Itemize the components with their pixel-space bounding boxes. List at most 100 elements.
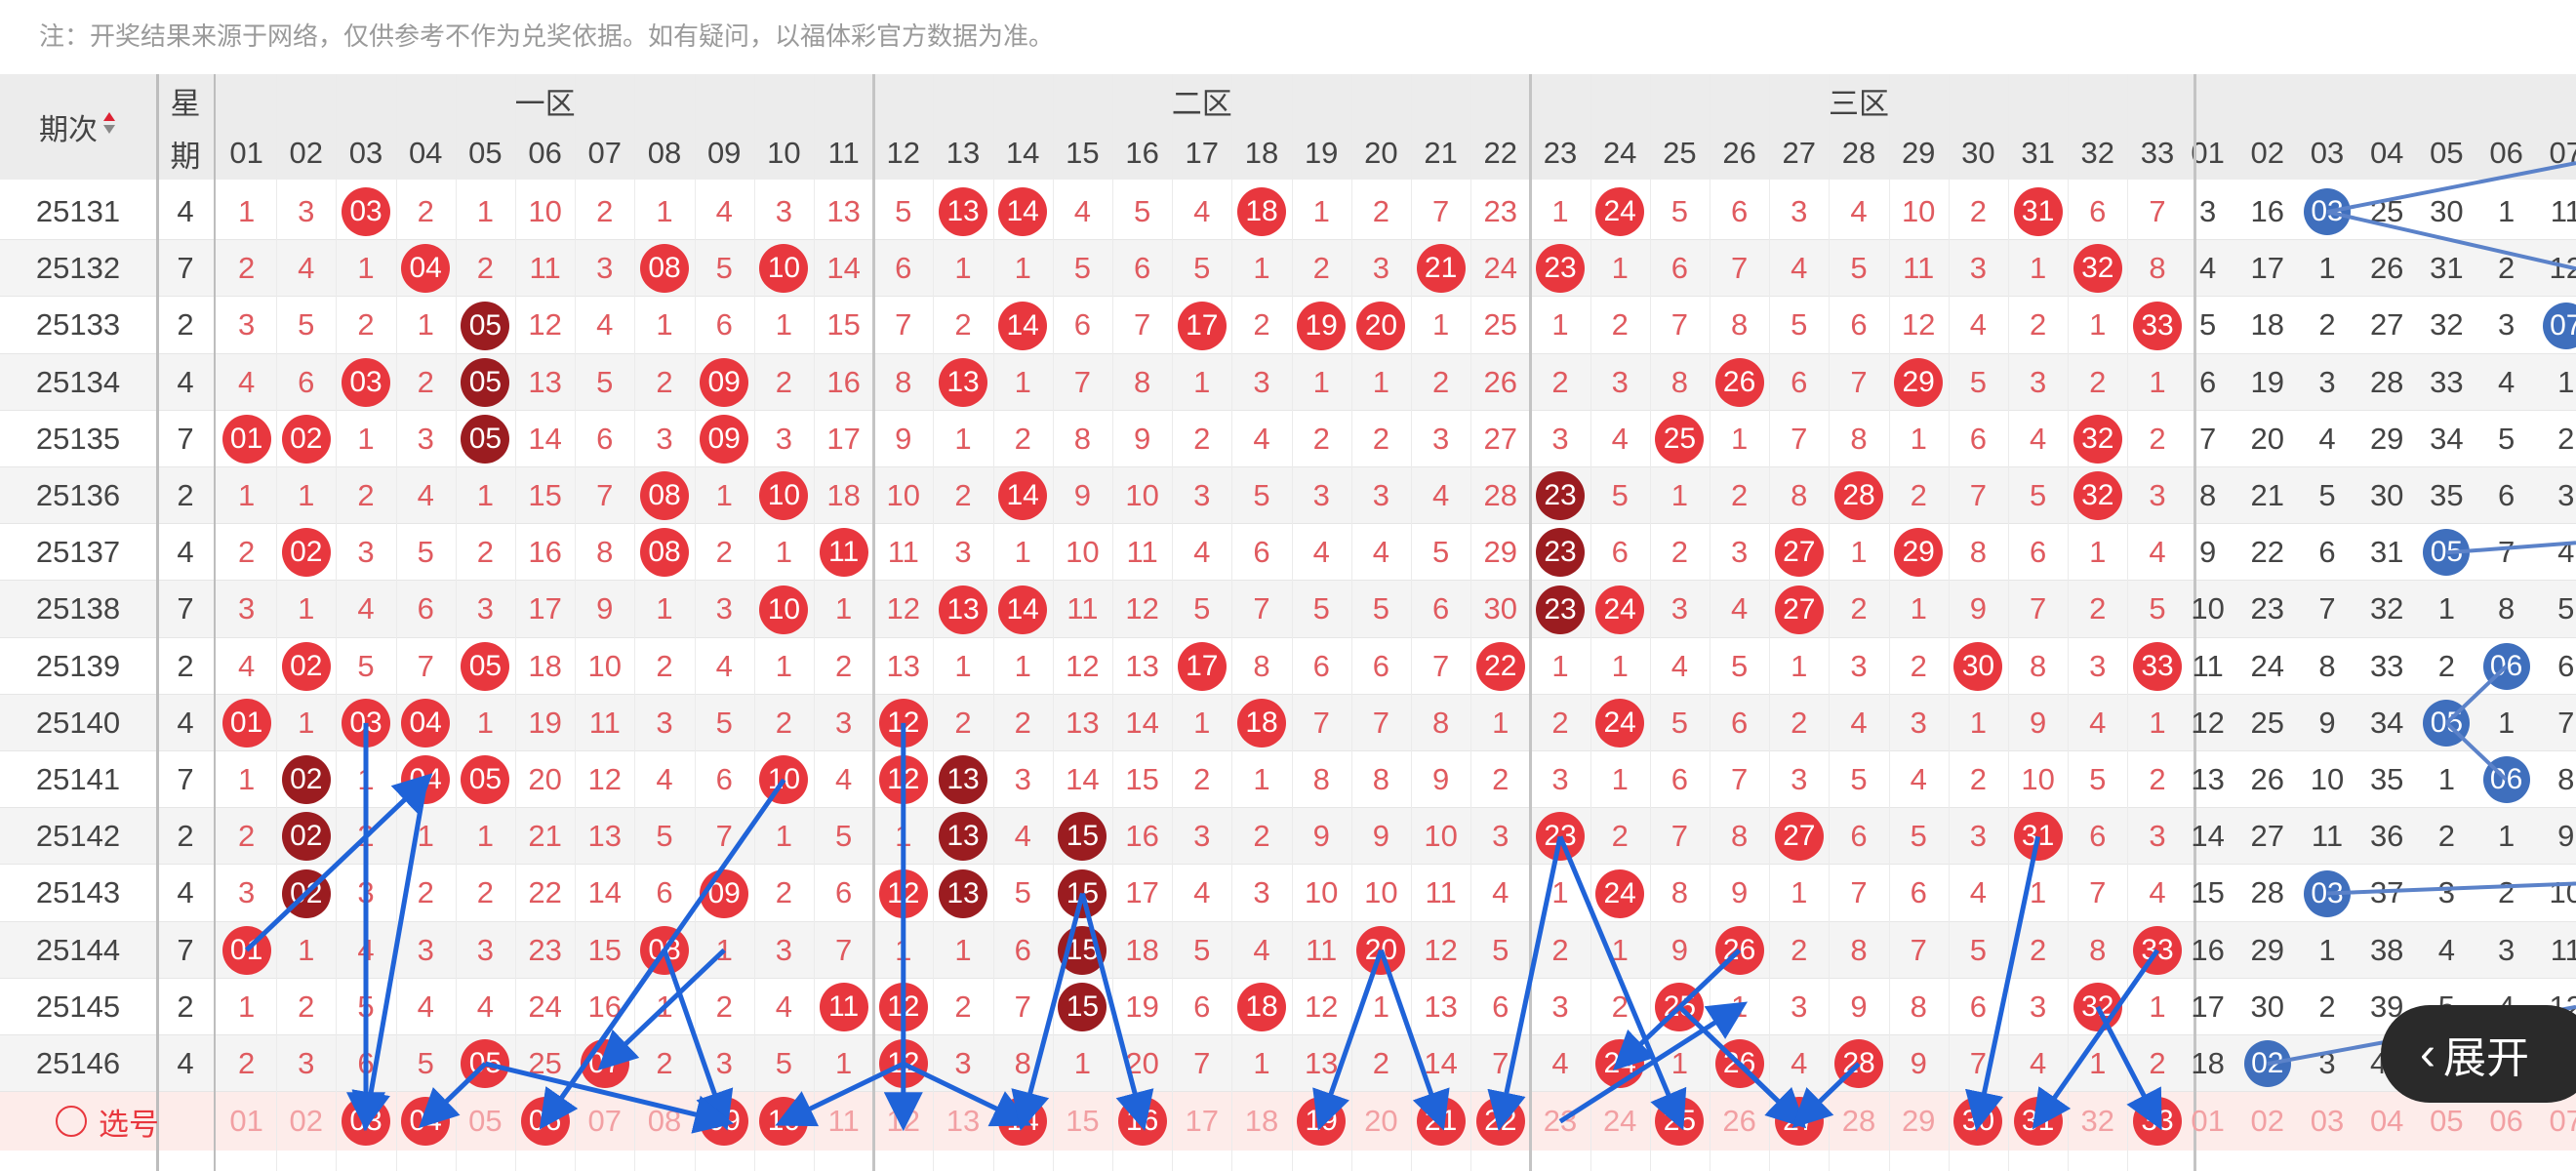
weekday-cell: 2	[177, 307, 194, 343]
red-miss-cell: 6	[1253, 535, 1270, 570]
red-miss-cell: 1	[715, 932, 733, 967]
red-miss-cell: 2	[476, 251, 495, 286]
red-miss-cell: 4	[1372, 535, 1390, 570]
select-ball-chosen[interactable]: 33	[2133, 1097, 2182, 1147]
blue-ball: 07	[2542, 302, 2576, 349]
select-ball-chosen[interactable]: 06	[520, 1097, 570, 1147]
red-miss-cell: 13	[826, 194, 861, 229]
red-col-header: 03	[348, 136, 383, 170]
red-miss-cell: 1	[2089, 1046, 2107, 1081]
red-miss-cell: 5	[1611, 478, 1629, 513]
red-miss-cell: 1	[476, 478, 495, 513]
select-ball[interactable]: 18	[1244, 1104, 1279, 1139]
blue-miss-cell: 32	[2430, 307, 2464, 343]
red-miss-cell: 7	[1431, 194, 1450, 229]
red-ball: 26	[1714, 925, 1764, 975]
red-col-header: 14	[1005, 136, 1040, 170]
select-ball[interactable]: 07	[587, 1104, 623, 1139]
red-miss-cell: 5	[715, 705, 733, 740]
red-miss-cell: 3	[1372, 251, 1390, 286]
red-ball: 22	[1475, 641, 1525, 691]
select-label[interactable]: 选号	[0, 1092, 215, 1151]
select-blue-ball[interactable]: 03	[2310, 1104, 2345, 1139]
select-ball[interactable]: 01	[229, 1104, 263, 1139]
select-blue-ball[interactable]: 02	[2250, 1104, 2285, 1139]
red-col-header: 28	[1841, 136, 1876, 170]
select-ball[interactable]: 17	[1185, 1104, 1220, 1139]
select-blue-ball[interactable]: 01	[2191, 1104, 2225, 1139]
select-ball[interactable]: 32	[2080, 1104, 2115, 1139]
blue-miss-cell: 26	[2250, 762, 2285, 797]
select-ball[interactable]: 28	[1841, 1104, 1876, 1139]
select-ball-chosen[interactable]: 22	[1475, 1097, 1525, 1147]
red-ball: 24	[1595, 868, 1645, 918]
select-ball[interactable]: 05	[468, 1104, 503, 1139]
select-blue-ball[interactable]: 04	[2369, 1104, 2404, 1139]
select-ball[interactable]: 12	[886, 1104, 921, 1139]
select-blue-ball[interactable]: 06	[2489, 1104, 2523, 1139]
red-miss-cell: 2	[1193, 421, 1211, 456]
select-ball-chosen[interactable]: 27	[1774, 1097, 1824, 1147]
select-ball-chosen[interactable]: 31	[2013, 1097, 2063, 1147]
red-miss-cell: 15	[587, 932, 623, 967]
red-ball: 24	[1595, 585, 1645, 634]
select-ball[interactable]: 11	[827, 1104, 860, 1139]
red-miss-cell: 7	[1670, 307, 1689, 343]
red-ball: 13	[939, 357, 987, 407]
expand-button[interactable]: ‹ 展开	[2381, 1005, 2576, 1103]
red-miss-cell: 20	[528, 762, 562, 797]
red-miss-cell: 5	[417, 1046, 434, 1081]
blue-miss-cell: 4	[2497, 364, 2516, 399]
select-ball[interactable]: 23	[1543, 1104, 1578, 1139]
select-ball[interactable]: 15	[1066, 1104, 1100, 1139]
weekday-cell: 7	[177, 932, 194, 967]
select-ball-chosen[interactable]: 16	[1117, 1097, 1167, 1147]
row-bg	[0, 865, 2576, 922]
red-miss-cell: 1	[775, 648, 793, 683]
select-ball[interactable]: 20	[1364, 1104, 1398, 1139]
red-miss-cell: 1	[2149, 364, 2166, 399]
red-miss-cell: 1	[1372, 989, 1390, 1024]
red-miss-cell: 24	[1483, 251, 1518, 286]
blue-col-header: 02	[2250, 136, 2285, 170]
select-ball[interactable]: 29	[1901, 1104, 1936, 1139]
blue-miss-cell: 33	[2430, 364, 2464, 399]
red-miss-cell: 9	[895, 421, 912, 456]
red-ball: 13	[939, 187, 987, 237]
red-ball: 08	[640, 528, 689, 578]
red-miss-cell: 8	[1253, 648, 1270, 683]
red-miss-cell: 4	[357, 932, 375, 967]
red-miss-cell: 3	[1431, 421, 1450, 456]
blue-miss-cell: 7	[2557, 705, 2575, 740]
red-ball: 05	[461, 641, 510, 691]
blue-miss-cell: 1	[2437, 591, 2456, 626]
separator	[156, 74, 159, 1171]
zone-separator	[1529, 74, 1533, 1171]
select-ball[interactable]: 13	[946, 1104, 981, 1139]
red-col-header: 01	[229, 136, 263, 170]
blue-miss-cell: 2	[2557, 421, 2575, 456]
blue-miss-cell: 3	[2557, 478, 2575, 513]
select-ball[interactable]: 02	[289, 1104, 324, 1139]
red-ball: 33	[2133, 641, 2182, 691]
red-miss-cell: 8	[1372, 762, 1390, 797]
blue-miss-cell: 8	[2497, 591, 2516, 626]
period-header[interactable]: 期次	[0, 74, 156, 180]
period-cell: 25135	[35, 421, 121, 456]
select-blue-ball[interactable]: 05	[2430, 1104, 2464, 1139]
red-ball: 23	[1536, 244, 1585, 294]
red-miss-cell: 28	[1483, 478, 1518, 513]
red-miss-cell: 5	[1730, 648, 1749, 683]
select-ball[interactable]: 24	[1602, 1104, 1637, 1139]
red-miss-cell: 1	[1850, 535, 1868, 570]
red-miss-cell: 5	[1670, 705, 1689, 740]
select-blue-ball[interactable]: 07	[2549, 1104, 2576, 1139]
select-ball-chosen[interactable]: 03	[342, 1097, 390, 1147]
select-ball-chosen[interactable]: 21	[1416, 1097, 1466, 1147]
trend-table: 期次星期一区 二区 三区 01 02 03 04 05 06 07 08 09 10 11 12 13 14 15…	[0, 74, 2576, 1171]
red-ball: 03	[342, 698, 390, 747]
select-ball[interactable]: 26	[1722, 1104, 1756, 1139]
red-ball: 09	[700, 868, 749, 918]
red-miss-cell: 3	[1850, 648, 1868, 683]
select-ball[interactable]: 08	[647, 1104, 682, 1139]
